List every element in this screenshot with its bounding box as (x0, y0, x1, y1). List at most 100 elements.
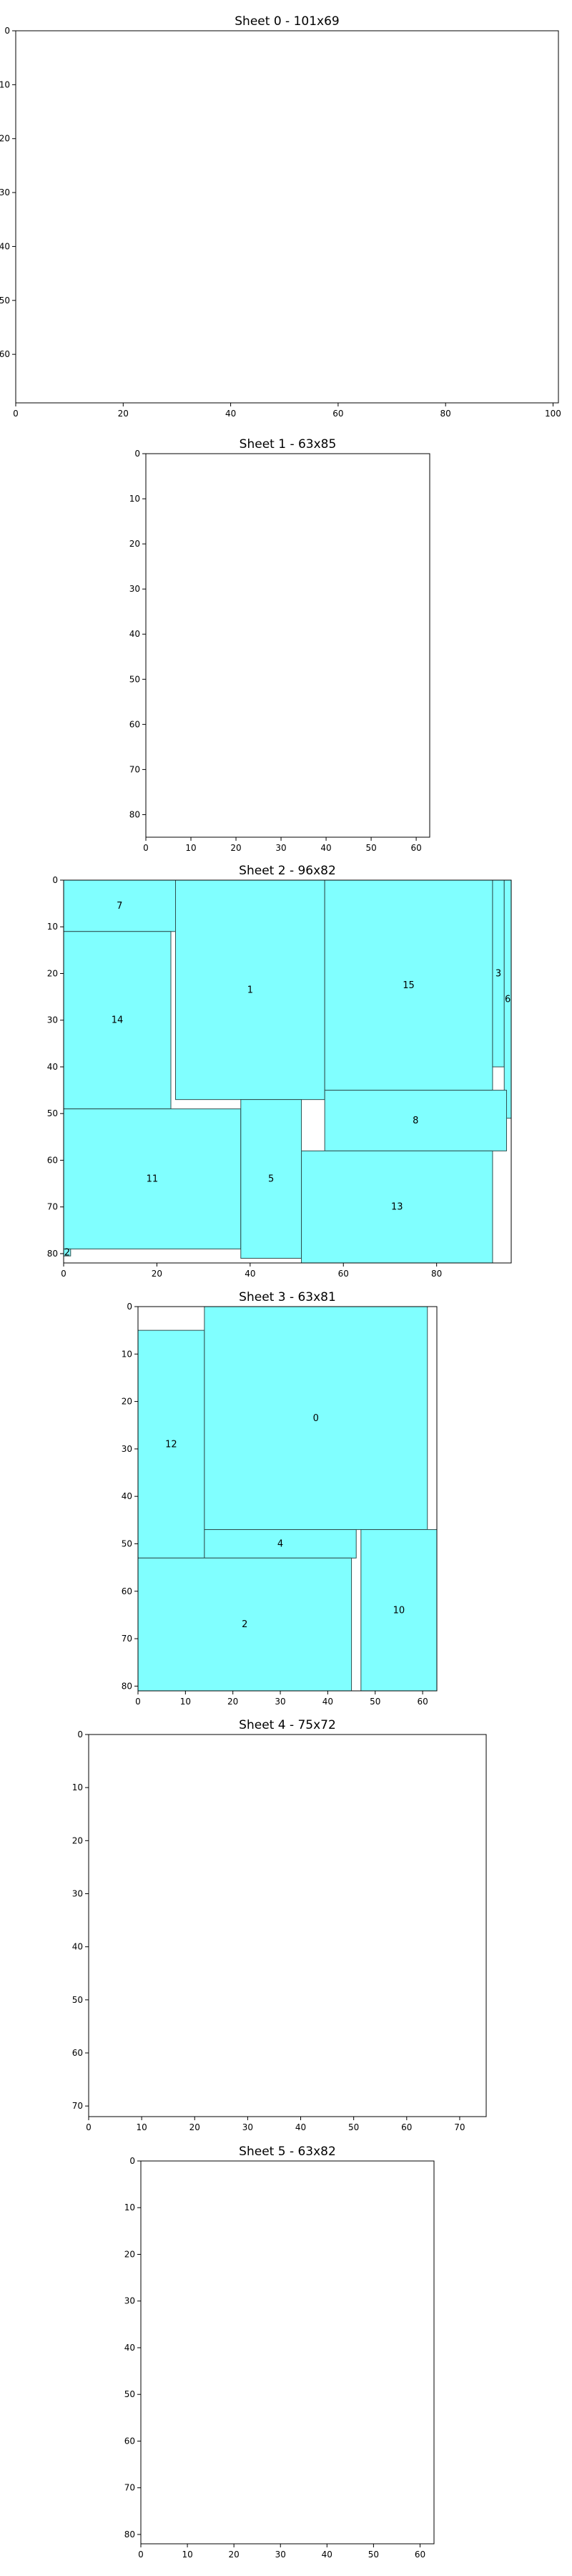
sheet-4-xtick-label: 40 (295, 2122, 306, 2132)
sheet-4-ytick-label: 40 (72, 1942, 83, 1952)
sheet-1-ytick-label: 80 (129, 809, 140, 819)
sheet-2-piece-label: 11 (147, 1174, 159, 1185)
sheet-5-xtick-label: 20 (229, 2550, 240, 2560)
sheet-3-piece-label: 12 (165, 1439, 177, 1450)
sheet-3-piece-label: 0 (313, 1413, 319, 1424)
sheet-2-piece-label: 8 (413, 1116, 418, 1126)
sheet-1-ytick-label: 10 (129, 494, 140, 504)
sheet-2-piece-label: 14 (112, 1015, 124, 1026)
sheet-2-xtick-label: 80 (431, 1269, 442, 1279)
sheet-2-piece-label: 5 (268, 1174, 274, 1185)
sheet-0-xtick-label: 40 (225, 409, 236, 419)
sheet-0-xtick-label: 0 (13, 409, 19, 419)
sheet-2-piece-13 (301, 1150, 493, 1264)
sheet-3-piece-10 (360, 1529, 438, 1692)
sheet-4-ytick-label: 30 (72, 1889, 83, 1899)
sheet-3-ytick-label: 40 (122, 1491, 132, 1501)
sheet-1-xtick-label: 60 (410, 843, 421, 853)
sheet-3-xtick-label: 60 (417, 1697, 428, 1707)
sheet-5-ytick-label: 70 (124, 2483, 135, 2493)
sheet-3-ytick-label: 20 (122, 1397, 132, 1407)
sheet-0-ytick-label: 40 (0, 241, 10, 251)
sheet-2-ytick-label: 0 (52, 875, 58, 885)
sheet-2-piece-1 (175, 879, 325, 1101)
sheet-1-ytick-label: 60 (129, 719, 140, 729)
sheet-0-xtick-label: 20 (118, 409, 129, 419)
sheet-4-xtick-label: 30 (242, 2122, 253, 2132)
sheet-0-ytick-label: 30 (0, 187, 10, 197)
sheet-3-piece-2 (137, 1557, 352, 1692)
sheet-5-xtick-label: 10 (182, 2550, 192, 2560)
sheet-1-xtick-label: 30 (275, 843, 286, 853)
sheet-1-xtick-label: 10 (185, 843, 196, 853)
sheet-2-xtick-label: 0 (61, 1269, 66, 1279)
sheet-2-xtick-label: 40 (245, 1269, 255, 1279)
sheet-4-ytick-label: 70 (72, 2101, 83, 2111)
sheet-1-xtick-label: 20 (230, 843, 241, 853)
sheet-3-ytick-label: 80 (122, 1681, 132, 1691)
sheet-4-title: Sheet 4 - 75x72 (239, 1718, 336, 1732)
sheet-4-ytick-label: 20 (72, 1835, 83, 1845)
sheet-3-ytick-label: 70 (122, 1634, 132, 1644)
sheet-0-title: Sheet 0 - 101x69 (235, 14, 339, 29)
sheet-2-piece-11 (63, 1108, 242, 1249)
sheet-0-xtick-label: 60 (332, 409, 343, 419)
sheet-5-ytick-label: 80 (124, 2529, 135, 2540)
sheet-5-xtick-label: 60 (415, 2550, 425, 2560)
sheet-2-xtick-label: 20 (152, 1269, 162, 1279)
sheet-0-ytick-label: 20 (0, 134, 10, 144)
sheet-2-piece-label: 15 (403, 980, 415, 991)
sheet-3-piece-label: 2 (242, 1619, 247, 1630)
sheet-2-ytick-label: 50 (47, 1108, 58, 1118)
sheet-5-xtick-label: 40 (322, 2550, 332, 2560)
sheet-1-ytick-label: 40 (129, 629, 140, 639)
sheet-2-piece-label: 6 (505, 994, 511, 1005)
sheet-2-ytick-label: 80 (47, 1249, 58, 1259)
sheet-5-ytick-label: 20 (124, 2249, 135, 2259)
sheet-0-ytick-label: 60 (0, 349, 10, 359)
sheet-1-ytick-label: 50 (129, 674, 140, 684)
sheet-2-piece-7 (63, 879, 176, 932)
sheet-3-ytick-label: 30 (122, 1444, 132, 1454)
sheet-4-xtick-label: 20 (189, 2122, 200, 2132)
sheet-3-ytick-label: 0 (127, 1302, 132, 1312)
sheet-3-ytick-label: 10 (122, 1349, 132, 1359)
sheet-2-title: Sheet 2 - 96x82 (239, 864, 336, 878)
sheet-2-piece-15 (324, 879, 493, 1091)
sheet-2-piece-label: 13 (391, 1202, 403, 1213)
sheet-1-ytick-label: 70 (129, 764, 140, 774)
sheet-2-piece-8 (324, 1090, 507, 1151)
sheet-2-ytick-label: 60 (47, 1155, 58, 1165)
sheet-1-ytick-label: 0 (134, 449, 140, 459)
sheet-5-xtick-label: 30 (275, 2550, 286, 2560)
sheet-4-xtick-label: 0 (86, 2122, 92, 2132)
sheet-4-ytick-label: 0 (77, 1729, 83, 1740)
sheet-4-xtick-label: 70 (454, 2122, 465, 2132)
sheet-3-xtick-label: 40 (322, 1697, 333, 1707)
sheet-3-xtick-label: 20 (227, 1697, 238, 1707)
sheet-0-xtick-label: 100 (545, 409, 561, 419)
sheet-4-panel: Sheet 4 - 75x72 0 10 20 30 40 50 60 70 0 10 20 30 40 5… (72, 1718, 487, 2132)
sheet-2-ytick-label: 10 (47, 922, 58, 932)
sheet-4-xtick-label: 10 (136, 2122, 147, 2132)
sheet-3-frame (137, 1306, 438, 1692)
sheet-3-piece-label: 4 (277, 1538, 283, 1549)
sheet-3-piece-0 (204, 1306, 428, 1531)
sheet-5-ytick-label: 30 (124, 2296, 135, 2306)
sheet-0-ytick-label: 10 (0, 79, 10, 89)
sheet-0-frame (15, 30, 559, 404)
sheet-2-ytick-label: 40 (47, 1062, 58, 1072)
sheet-1-xtick-label: 0 (143, 843, 149, 853)
sheet-2-piece-label: 7 (117, 901, 122, 912)
sheet-5-ytick-label: 50 (124, 2389, 135, 2399)
sheet-3-title: Sheet 3 - 63x81 (239, 1290, 336, 1304)
sheet-4-xtick-label: 60 (401, 2122, 412, 2132)
sheet-3-xtick-label: 30 (275, 1697, 285, 1707)
sheet-1-panel: Sheet 1 - 63x85 0 10 20 30 40 50 60 0 10 20 30 40 50 6… (129, 437, 430, 853)
sheet-1-title: Sheet 1 - 63x85 (240, 437, 337, 452)
sheet-3-ytick-label: 60 (122, 1586, 132, 1596)
sheet-1-ytick-label: 20 (129, 539, 140, 549)
sheet-5-ytick-label: 0 (129, 2156, 135, 2166)
